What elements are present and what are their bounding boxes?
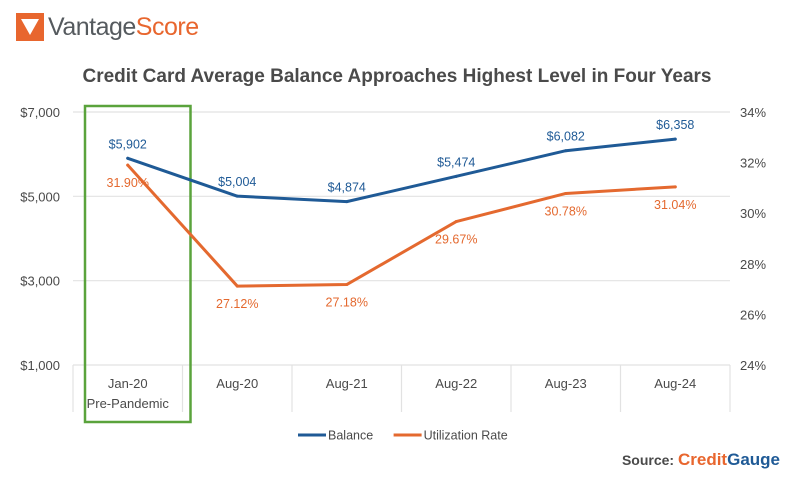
x-tick-sublabel: Pre-Pandemic xyxy=(87,396,170,411)
y-right-tick-label: 28% xyxy=(740,257,766,272)
y-left-tick-label: $7,000 xyxy=(20,105,60,120)
y-left-tick-label: $3,000 xyxy=(20,274,60,289)
y-left-tick-label: $5,000 xyxy=(20,189,60,204)
x-tick-label: Aug-20 xyxy=(216,376,258,391)
data-label-balance: $6,358 xyxy=(656,118,694,132)
data-point-balance xyxy=(345,200,349,204)
data-point-utilization-rate xyxy=(235,284,239,288)
data-label-balance: $6,082 xyxy=(547,130,585,144)
data-label-balance: $4,874 xyxy=(328,181,366,195)
data-point-utilization-rate xyxy=(345,283,349,287)
y-right-tick-label: 30% xyxy=(740,206,766,221)
y-right-tick-label: 26% xyxy=(740,307,766,322)
data-label-utilization-rate: 31.04% xyxy=(654,198,696,212)
data-label-balance: $5,474 xyxy=(437,155,475,169)
vantagescore-logo-mark-icon xyxy=(16,13,44,41)
data-point-balance xyxy=(126,156,130,160)
x-tick-label: Aug-21 xyxy=(326,376,368,391)
data-point-utilization-rate xyxy=(126,163,130,167)
data-point-balance xyxy=(564,149,568,153)
x-tick-label: Aug-24 xyxy=(654,376,696,391)
vantagescore-logo: VantageScore xyxy=(16,12,199,42)
y-right-tick-label: 32% xyxy=(740,156,766,171)
data-point-utilization-rate xyxy=(564,191,568,195)
x-tick-label: Aug-22 xyxy=(435,376,477,391)
data-label-balance: $5,902 xyxy=(109,137,147,151)
data-point-balance xyxy=(235,194,239,198)
chart-title: Credit Card Average Balance Approaches H… xyxy=(82,66,712,87)
series-line-utilization-rate xyxy=(126,163,677,288)
legend-label-utilization-rate: Utilization Rate xyxy=(424,429,508,443)
series-line-balance xyxy=(126,137,677,204)
x-tick-label: Aug-23 xyxy=(545,376,587,391)
data-point-balance xyxy=(673,137,677,141)
data-point-utilization-rate xyxy=(454,220,458,224)
y-left-tick-label: $1,000 xyxy=(20,358,60,373)
data-label-utilization-rate: 27.12% xyxy=(216,297,258,311)
data-label-utilization-rate: 27.18% xyxy=(326,296,368,310)
data-label-utilization-rate: 30.78% xyxy=(545,204,587,218)
data-point-balance xyxy=(454,174,458,178)
data-point-utilization-rate xyxy=(673,185,677,189)
legend-label-balance: Balance xyxy=(328,429,373,443)
y-right-tick-label: 24% xyxy=(740,358,766,373)
source-credit: Source: CreditGauge xyxy=(621,450,780,469)
y-right-tick-label: 34% xyxy=(740,105,766,120)
x-tick-label: Jan-20 xyxy=(108,376,148,391)
data-label-utilization-rate: 29.67% xyxy=(435,233,477,247)
pre-pandemic-highlight-box xyxy=(83,104,192,424)
vantagescore-logo-text: VantageScore xyxy=(48,12,199,41)
data-label-utilization-rate: 31.90% xyxy=(107,176,149,190)
data-label-balance: $5,004 xyxy=(218,175,256,189)
